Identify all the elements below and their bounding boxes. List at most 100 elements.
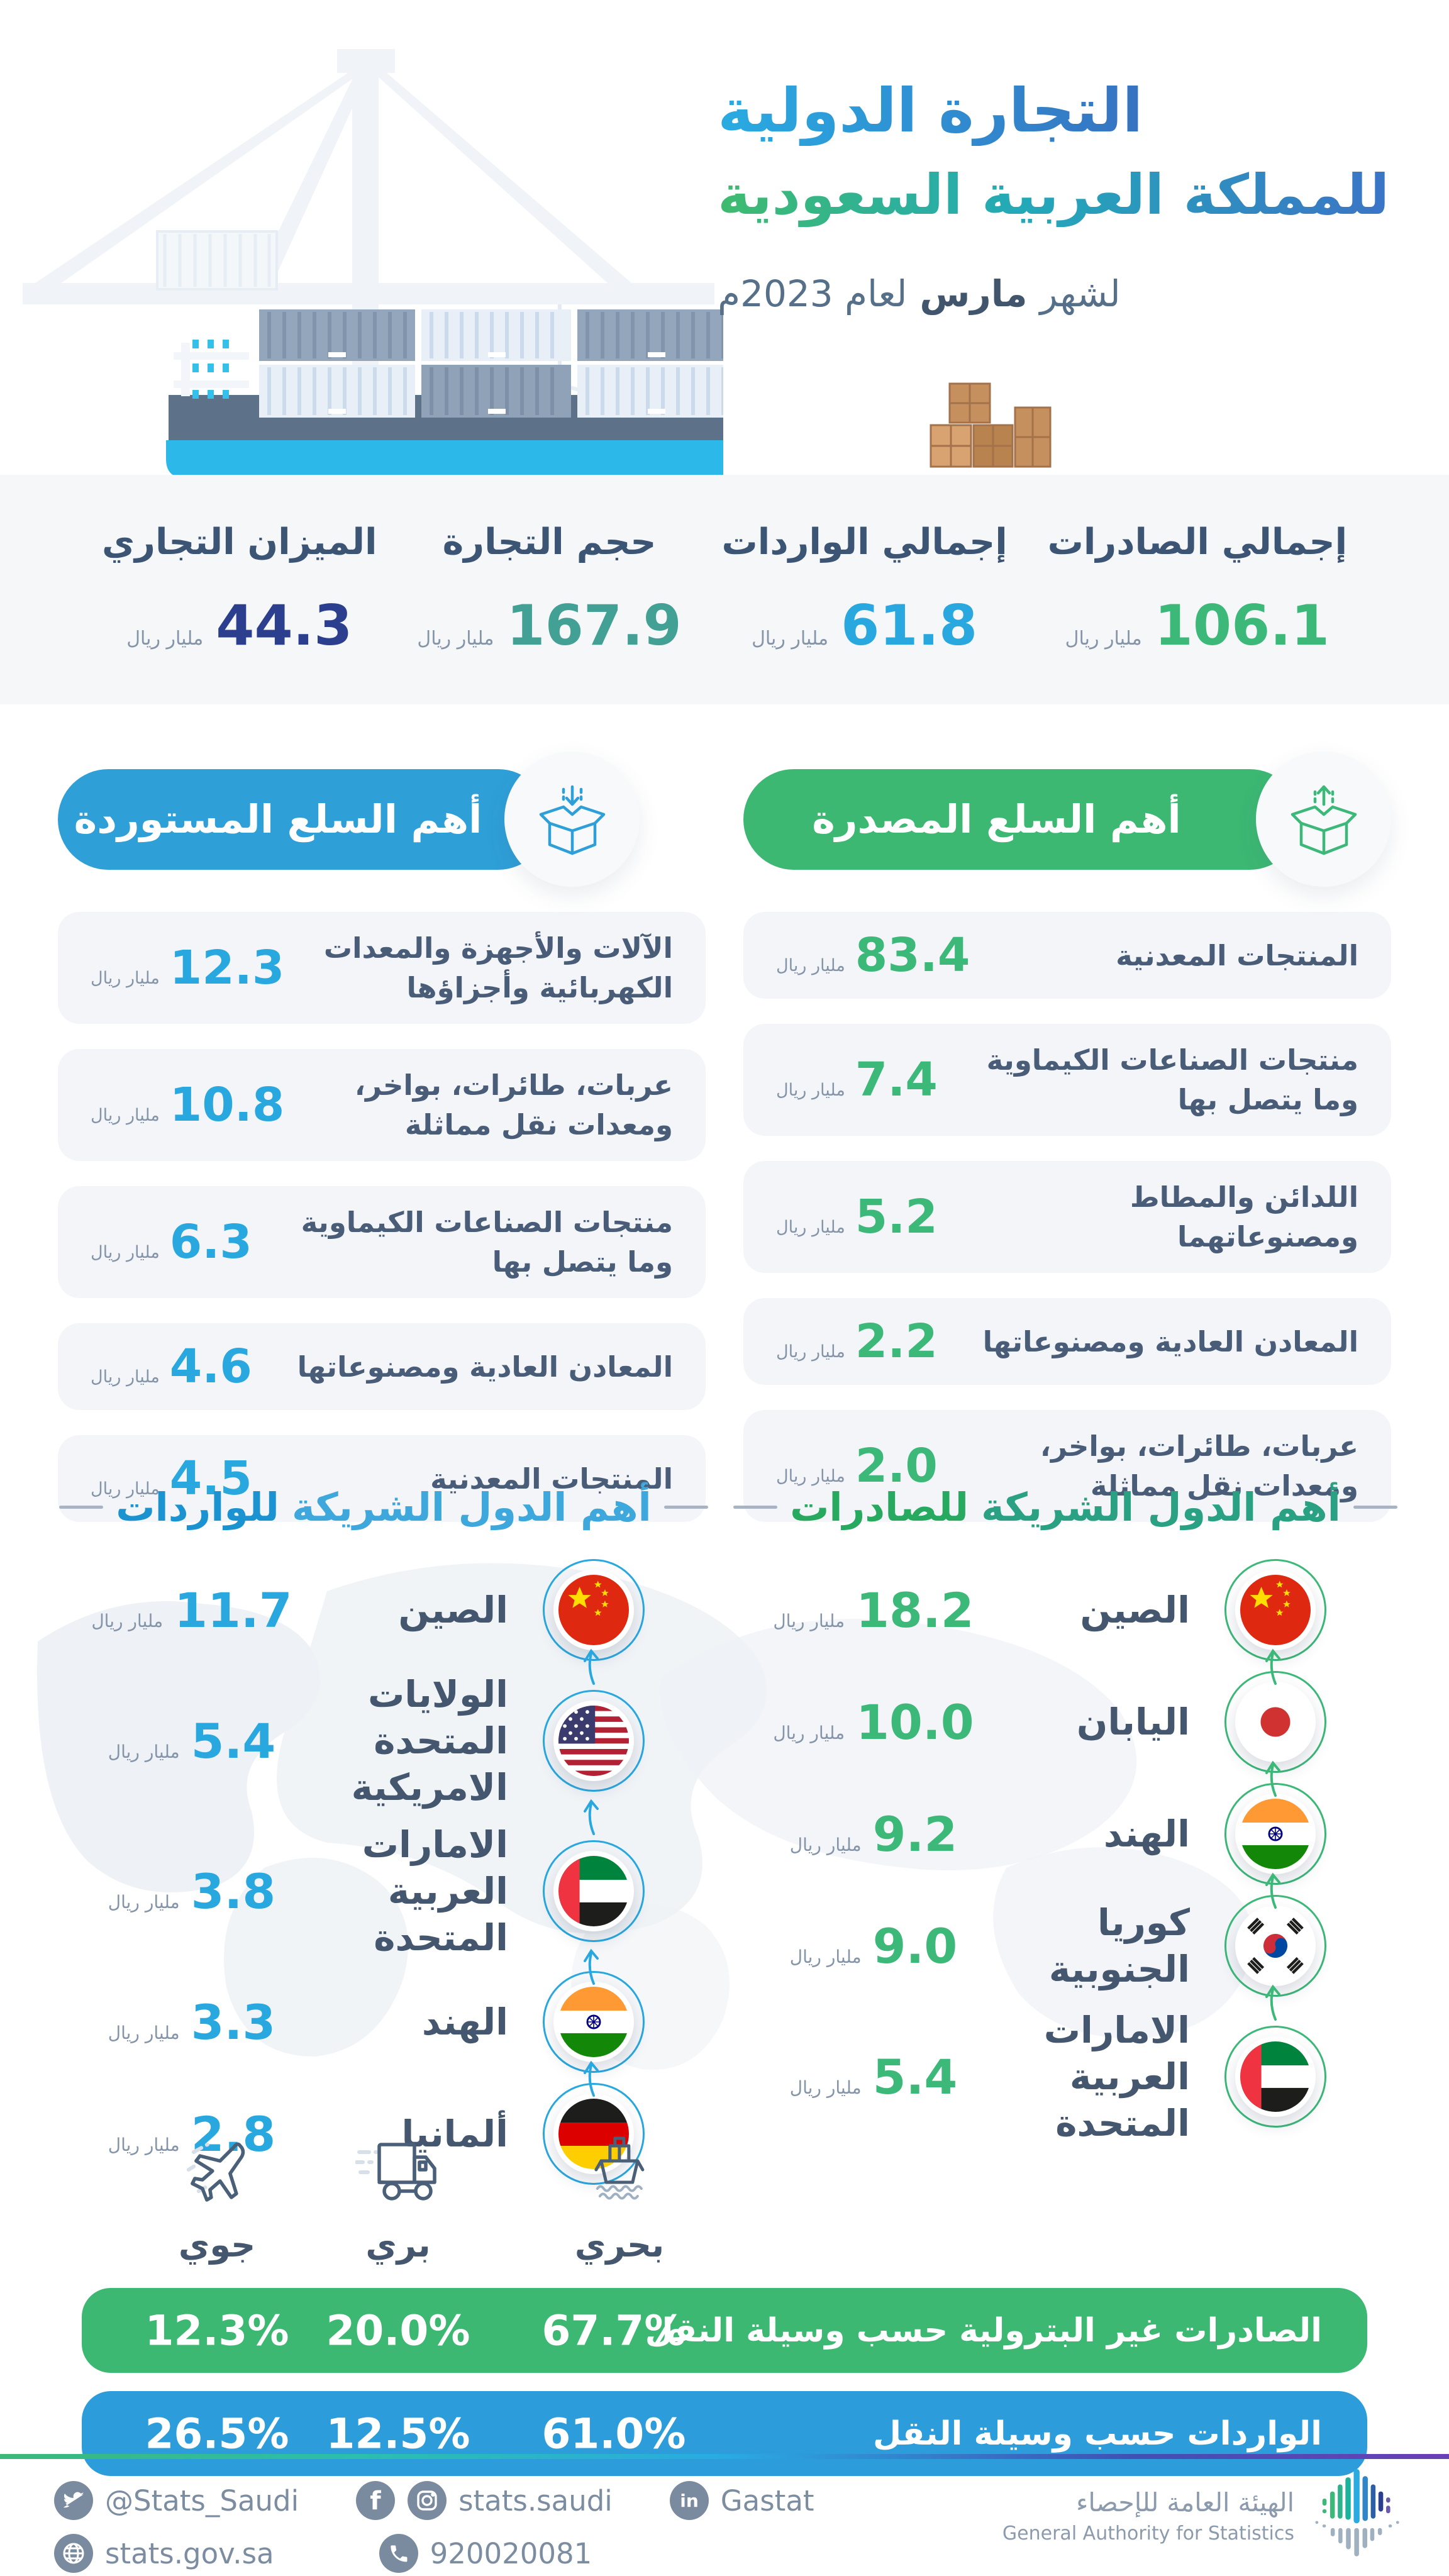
mode-label: بري — [365, 2225, 431, 2265]
summary-band: إجمالي الصادرات 106.1 مليار ريال إجمالي … — [0, 475, 1449, 704]
up-arrow-icon — [1265, 1760, 1280, 1797]
stat-label: حجم التجارة — [442, 521, 657, 563]
stat-value: 44.3 — [216, 593, 353, 658]
partner-unit: مليار ريال — [789, 1946, 862, 1967]
social-handle: stats.saudi — [458, 2484, 613, 2518]
exported-goods-header: أهم السلع المصدرة — [743, 752, 1391, 887]
good-value: 7.4 — [855, 1053, 938, 1107]
good-label: الآلات والأجهزة والمعدات الكهربائية وأجز… — [323, 931, 673, 1004]
export-partner-row: الصين 18.2 مليار ريال — [732, 1559, 1399, 1661]
gradient-divider — [0, 2454, 1449, 2459]
social-links: @Stats_Saudi f stats.saudi in Gastat sta… — [53, 2480, 814, 2573]
good-unit: مليار ريال — [91, 1479, 160, 1499]
pct-air: 26.5% — [145, 2409, 289, 2458]
stat-label: الميزان التجاري — [101, 521, 377, 563]
ship-mode-icon — [575, 2133, 664, 2207]
export-good-row: عربات، طائرات، بواخر، ومعدات نقل مماثلة … — [743, 1410, 1391, 1522]
good-label: المنتجات المعدنية — [430, 1462, 673, 1496]
export-good-row: اللدائن والمطاط ومصنوعاتهما 5.2 مليار ريا… — [743, 1161, 1391, 1273]
bar-label-rest: حسب وسيلة النقل — [873, 2414, 1176, 2453]
crane-icon — [23, 49, 714, 440]
org-name-arabic: الهيئة العامة للإحصاء — [1076, 2487, 1294, 2518]
import-partner-row: الهند 3.3 مليار ريال — [50, 1949, 717, 2074]
subtitle: لشهر مارس لعام 2023م — [718, 272, 1389, 315]
stat-unit: مليار ريال — [417, 628, 494, 650]
good-label: اللدائن والمطاط ومصنوعاتهما — [1130, 1180, 1358, 1253]
flag-ring — [1224, 1783, 1326, 1885]
up-arrow-icon — [1265, 1648, 1280, 1685]
export-partner-row: الهند 9.2 مليار ريال — [732, 1760, 1399, 1885]
phone-entry: 920020081 — [379, 2533, 592, 2573]
stat-value: 61.8 — [841, 593, 978, 658]
svg-text:in: in — [680, 2490, 699, 2511]
good-value: 10.8 — [169, 1078, 285, 1132]
page-title: التجارة الدولية للمملكة العربية السعودية… — [718, 75, 1389, 315]
imported-goods-title: أهم السلع المستوردة — [58, 769, 548, 870]
stat-unit: مليار ريال — [752, 628, 829, 650]
flag-ring — [1224, 1671, 1326, 1773]
good-label: عربات، طائرات، بواخر، ومعدات نقل مماثلة — [1040, 1430, 1358, 1502]
partner-unit: مليار ريال — [773, 1610, 845, 1631]
flag-china-icon — [1240, 1575, 1311, 1645]
partners-title-bold: للصادرات — [790, 1484, 969, 1530]
export-partner-row: اليابان 10.0 مليار ريال — [732, 1648, 1399, 1773]
phone-number: 920020081 — [430, 2536, 592, 2570]
good-value: 6.3 — [169, 1215, 252, 1269]
good-label: منتجات الصناعات الكيماوية وما يتصل بها — [301, 1206, 673, 1279]
good-unit: مليار ريال — [776, 1080, 845, 1100]
partner-country: الولايات المتحدة الامريكية — [351, 1673, 508, 1809]
export-partners-column: أهم الدول الشريكة للصادرات الصين 18.2 ملي… — [732, 1484, 1399, 2157]
good-value: 4.5 — [169, 1452, 252, 1506]
partner-value: 10.0 — [856, 1694, 974, 1750]
import-partners-title: أهم الدول الشريكة للواردات — [50, 1484, 717, 1530]
mode-sea: بحري — [575, 2133, 664, 2265]
globe-icon — [54, 2534, 93, 2573]
import-good-row: منتجات الصناعات الكيماوية وما يتصل بها 6… — [58, 1186, 706, 1298]
import-partner-row: الامارات العربية المتحدة 3.8 مليار ريال — [50, 1799, 717, 1962]
flag-ring — [543, 1971, 645, 2074]
import-partner-row: ألمانيا 2.8 مليار ريال — [50, 2061, 717, 2185]
stat-total-imports: إجمالي الواردات 61.8 مليار ريال — [722, 521, 1008, 658]
flag-south-korea-icon — [1240, 1911, 1311, 1981]
partner-unit: مليار ريال — [108, 2022, 180, 2043]
dash-decoration — [663, 1506, 708, 1509]
partners-title-main: أهم الدول الشريكة — [981, 1484, 1341, 1530]
partner-country: اليابان — [1076, 1700, 1190, 1743]
import-good-row: الآلات والأجهزة والمعدات الكهربائية وأجز… — [58, 912, 706, 1024]
partner-unit: مليار ريال — [789, 1834, 862, 1855]
linkedin-handle: Gastat — [720, 2484, 814, 2518]
good-unit: مليار ريال — [91, 969, 160, 988]
twitter-handle: @Stats_Saudi — [105, 2484, 299, 2518]
pct-sea: 61.0% — [541, 2409, 686, 2458]
up-arrow-icon — [1265, 1872, 1280, 1909]
partners-title-main: أهم الدول الشريكة — [291, 1484, 652, 1530]
partner-value: 11.7 — [174, 1582, 292, 1638]
exported-goods-title: أهم السلع المصدرة — [743, 769, 1300, 870]
title-line-1: التجارة الدولية — [718, 75, 1389, 146]
stat-trade-volume: حجم التجارة 167.9 مليار ريال — [417, 521, 681, 658]
world-map-background — [37, 1563, 1253, 2070]
partner-value: 2.8 — [191, 2106, 276, 2162]
title-line-2: للمملكة العربية السعودية — [718, 162, 1389, 227]
partner-value: 5.4 — [872, 2048, 958, 2105]
up-arrow-icon — [584, 1949, 599, 1985]
flag-ring — [1224, 1559, 1326, 1661]
up-arrow-icon — [584, 1799, 599, 1835]
partner-value: 9.2 — [872, 1806, 958, 1862]
good-label: المنتجات المعدنية — [1116, 938, 1358, 972]
good-value: 2.0 — [855, 1439, 938, 1493]
good-unit: مليار ريال — [91, 1367, 160, 1387]
imports-transport-bar: 26.5% 12.5% 61.0% الواردات حسب وسيلة الن… — [82, 2391, 1367, 2476]
partner-country: الهند — [421, 2001, 508, 2044]
good-label: عربات، طائرات، بواخر، ومعدات نقل مماثلة — [354, 1069, 673, 1141]
partner-value: 9.0 — [872, 1918, 958, 1974]
footer: @Stats_Saudi f stats.saudi in Gastat sta… — [0, 2454, 1449, 2576]
flag-ring — [1224, 2026, 1326, 2128]
bar-label: الصادرات غير البترولية حسب وسيلة النقل — [645, 2312, 1322, 2350]
flag-india-icon — [1240, 1799, 1311, 1869]
export-good-row: المنتجات المعدنية 83.4 مليار ريال — [743, 912, 1391, 999]
good-unit: مليار ريال — [91, 1243, 160, 1262]
goods-section: أهم السلع المصدرة المنتجات المعدنية 83.4… — [0, 704, 1449, 1522]
stat-label: إجمالي الواردات — [721, 521, 1008, 563]
gastat-logo-mark — [1315, 2468, 1399, 2557]
